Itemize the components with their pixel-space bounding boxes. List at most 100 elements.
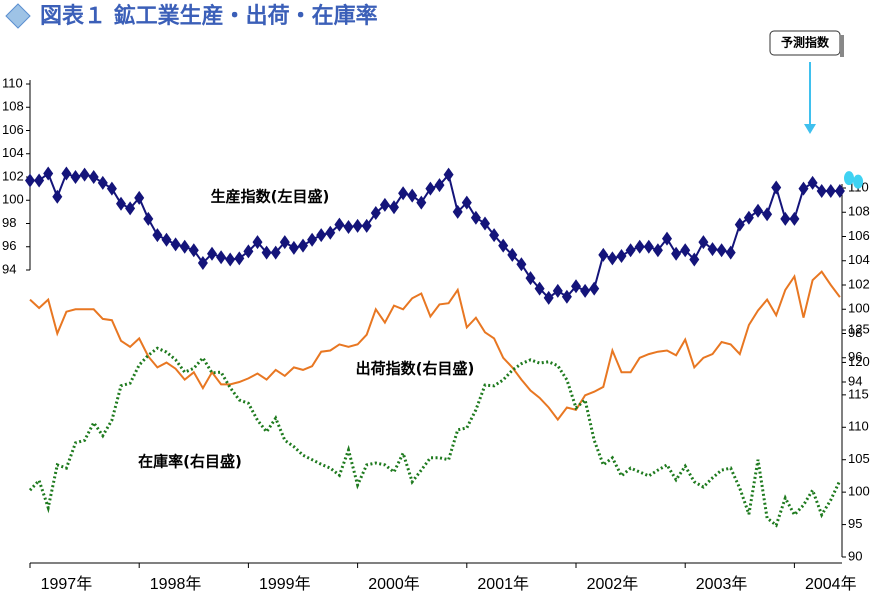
marker: [416, 195, 427, 210]
marker: [152, 228, 163, 243]
callout-shadow: [840, 35, 844, 57]
marker: [571, 279, 581, 294]
marker: [370, 206, 381, 221]
marker: [616, 249, 627, 264]
marker: [470, 210, 481, 225]
marker: [88, 170, 99, 184]
marker: [106, 181, 117, 196]
marker: [216, 250, 227, 265]
y-tick-label: 115: [848, 386, 869, 401]
marker: [243, 244, 254, 259]
marker: [261, 245, 272, 260]
marker: [70, 170, 81, 184]
marker: [834, 183, 845, 198]
marker: [707, 242, 718, 257]
marker: [352, 218, 363, 233]
marker: [398, 186, 409, 201]
marker: [425, 181, 436, 196]
x-tick-label: 2002年: [587, 575, 639, 593]
marker: [743, 210, 754, 225]
marker: [662, 231, 672, 246]
marker: [443, 167, 454, 182]
marker: [789, 211, 800, 226]
marker: [79, 167, 90, 182]
marker: [161, 232, 172, 247]
marker: [516, 257, 527, 272]
y-tick-label: 94: [848, 373, 862, 388]
y-tick-label: 110: [2, 75, 23, 90]
marker: [343, 219, 354, 234]
marker: [652, 243, 663, 258]
marker: [561, 289, 572, 304]
marker: [379, 197, 390, 212]
marker: [689, 252, 700, 267]
marker: [125, 201, 136, 216]
y-tick-label: 120: [848, 354, 870, 369]
marker: [716, 243, 727, 258]
marker: [762, 207, 773, 222]
marker: [771, 180, 782, 195]
marker: [534, 281, 545, 296]
x-tick-label: 2004年: [805, 575, 857, 593]
y-tick-label: 90: [848, 548, 862, 563]
y-tick-label: 100: [848, 301, 870, 316]
marker: [288, 240, 299, 255]
x-tick-label: 2001年: [477, 575, 529, 593]
callout-text: 予測指数: [781, 35, 830, 50]
y-tick-label: 98: [848, 325, 862, 340]
y-tick-label: 106: [848, 228, 870, 243]
marker: [325, 225, 336, 240]
y-tick-label: 100: [2, 192, 24, 207]
series-line: [30, 171, 840, 300]
marker: [698, 235, 709, 250]
marker: [197, 256, 208, 271]
marker: [798, 181, 809, 196]
title-icon: [5, 3, 31, 29]
marker: [170, 237, 181, 252]
marker: [25, 173, 35, 188]
marker: [234, 251, 245, 266]
marker: [61, 166, 72, 181]
y-tick-label: 96: [848, 349, 862, 364]
y-tick-label: 100: [848, 484, 870, 499]
marker: [825, 183, 836, 198]
series-line: [29, 270, 841, 422]
marker: [507, 247, 518, 262]
marker: [361, 218, 372, 233]
annotation: 在庫率(右目盛): [138, 453, 242, 471]
marker: [97, 175, 108, 190]
y-tick-label: 95: [848, 516, 862, 531]
annotation: 出荷指数(右目盛): [356, 360, 475, 378]
marker: [589, 281, 600, 296]
y-tick-label: 110: [848, 419, 869, 434]
marker: [116, 196, 126, 211]
marker: [853, 174, 864, 189]
marker: [671, 246, 682, 261]
series-line: [28, 346, 842, 528]
marker: [634, 239, 645, 254]
marker: [43, 166, 54, 181]
y-tick-label: 108: [848, 204, 870, 219]
marker: [734, 217, 745, 232]
marker: [598, 247, 609, 262]
y-tick-label: 102: [848, 276, 870, 291]
marker: [552, 283, 563, 298]
y-tick-label: 104: [2, 145, 24, 160]
marker: [780, 211, 791, 226]
y-tick-label: 106: [2, 122, 24, 137]
y-tick-label: 108: [2, 99, 24, 114]
x-tick-label: 2000年: [368, 575, 420, 593]
marker: [143, 211, 154, 226]
marker: [525, 271, 536, 286]
marker: [434, 178, 445, 193]
marker: [461, 195, 472, 210]
marker: [134, 190, 145, 205]
marker: [188, 243, 199, 258]
marker: [452, 204, 463, 219]
marker: [207, 246, 217, 261]
marker: [252, 235, 263, 250]
marker: [298, 238, 308, 253]
x-tick-label: 1998年: [150, 575, 202, 593]
marker: [489, 228, 500, 243]
